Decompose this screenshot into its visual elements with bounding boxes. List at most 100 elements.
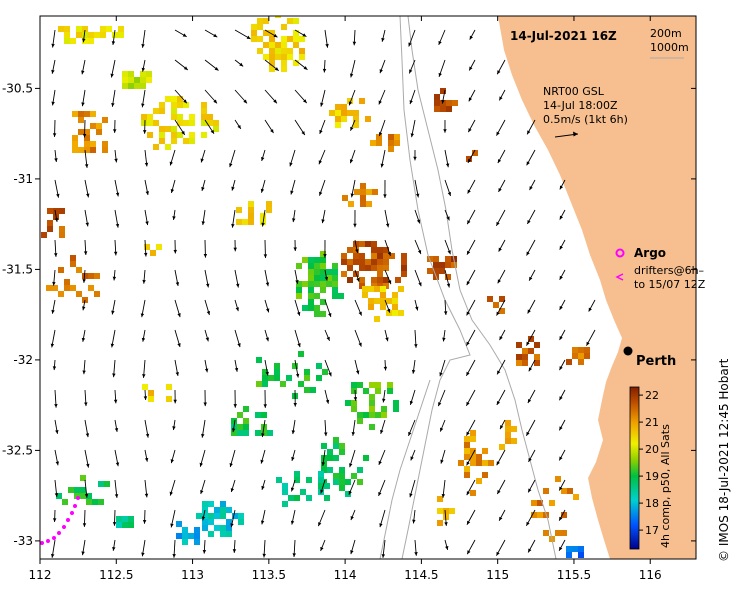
sst-pixel: [287, 48, 293, 54]
sst-pixel: [314, 269, 320, 275]
current-arrow: [469, 29, 476, 40]
sst-pixel: [47, 220, 53, 226]
current-arrow: [54, 389, 58, 408]
sst-pixel: [177, 120, 183, 126]
sst-pixel: [374, 316, 380, 322]
sst-pixel: [220, 513, 226, 519]
current-arrow: [558, 509, 566, 521]
sst-pixel: [148, 390, 154, 396]
current-arrow: [264, 59, 280, 72]
current-arrow: [529, 179, 536, 191]
sst-pixel: [122, 516, 128, 522]
sst-pixel: [177, 114, 183, 120]
current-arrow: [112, 269, 117, 281]
current-arrow: [292, 209, 296, 223]
y-tick-label: -32: [13, 353, 33, 367]
current-arrow: [350, 509, 356, 521]
sst-pixel: [58, 291, 64, 297]
sst-pixel: [202, 501, 208, 507]
sst-pixel: [100, 26, 106, 32]
sst-pixel: [128, 71, 134, 77]
current-arrow: [444, 539, 449, 551]
current-arrow: [113, 239, 118, 256]
current-arrow: [439, 359, 446, 377]
sst-pixel: [80, 487, 86, 493]
current-arrow: [527, 299, 536, 314]
y-tick-label: -31.5: [2, 262, 33, 276]
sst-pixel: [321, 443, 327, 449]
current-arrow: [378, 119, 386, 137]
sst-pixel: [388, 134, 394, 140]
current-arrow: [204, 329, 209, 342]
sst-pixel: [165, 96, 171, 102]
current-arrow: [204, 299, 211, 316]
current-arrow: [384, 329, 389, 342]
sst-pixel: [84, 141, 90, 147]
sst-pixel: [505, 438, 511, 444]
current-arrow: [172, 539, 176, 558]
current-arrow: [410, 119, 416, 138]
colorbar-tick-label: 17: [645, 524, 659, 537]
current-arrow: [324, 29, 329, 48]
current-arrow: [262, 539, 266, 558]
current-arrow: [294, 329, 301, 348]
sst-pixel: [345, 400, 351, 406]
sst-pixel: [96, 123, 102, 129]
sst-pixel: [466, 156, 472, 162]
current-arrow: [559, 179, 566, 190]
sst-pixel: [320, 311, 326, 317]
sst-pixel: [159, 132, 165, 138]
current-arrow: [324, 299, 332, 318]
current-arrow: [229, 149, 236, 168]
sst-pixel: [267, 430, 273, 436]
sst-pixel: [304, 387, 310, 393]
sst-pixel: [371, 277, 377, 283]
sst-pixel: [220, 507, 226, 513]
sst-pixel: [357, 467, 363, 473]
sst-pixel: [561, 512, 567, 518]
current-arrow: [324, 419, 328, 437]
sst-pixel: [280, 381, 286, 387]
current-arrow: [526, 119, 536, 135]
sst-pixel: [516, 354, 522, 360]
sst-pixel: [299, 48, 305, 54]
current-arrow: [559, 389, 566, 401]
sst-pixel: [369, 412, 375, 418]
sst-pixel: [102, 141, 108, 147]
sst-pixel: [351, 400, 357, 406]
sst-pixel: [78, 111, 84, 117]
sst-pixel: [251, 36, 257, 42]
sst-pixel: [287, 18, 293, 24]
sst-pixel: [427, 268, 433, 274]
current-arrow: [84, 209, 89, 227]
current-arrow: [141, 29, 146, 48]
sst-pixel: [207, 114, 213, 120]
current-arrow: [320, 539, 326, 552]
sst-pixel: [214, 507, 220, 513]
sst-pixel: [148, 396, 154, 402]
sst-pixel: [166, 396, 172, 402]
sst-pixel: [347, 98, 353, 104]
sst-pixel: [376, 140, 382, 146]
current-arrow: [586, 329, 596, 346]
sst-pixel: [371, 247, 377, 253]
sst-pixel: [516, 360, 522, 366]
current-arrow: [354, 239, 359, 254]
sst-pixel: [333, 479, 339, 485]
sst-pixel: [380, 286, 386, 292]
sst-pixel: [316, 363, 322, 369]
current-arrow: [354, 329, 362, 347]
current-arrow: [234, 329, 241, 348]
sst-pixel: [296, 281, 302, 287]
sst-pixel: [578, 546, 584, 552]
current-arrow: [54, 419, 59, 434]
current-time: 14-Jul 18:00Z: [543, 99, 618, 112]
sst-pixel: [388, 146, 394, 152]
sst-pixel: [377, 271, 383, 277]
sst-pixel: [189, 138, 195, 144]
current-arrow: [411, 359, 416, 374]
current-arrow: [144, 449, 149, 462]
sst-pixel: [398, 286, 404, 292]
sst-pixel: [377, 277, 383, 283]
sst-pixel: [314, 293, 320, 299]
